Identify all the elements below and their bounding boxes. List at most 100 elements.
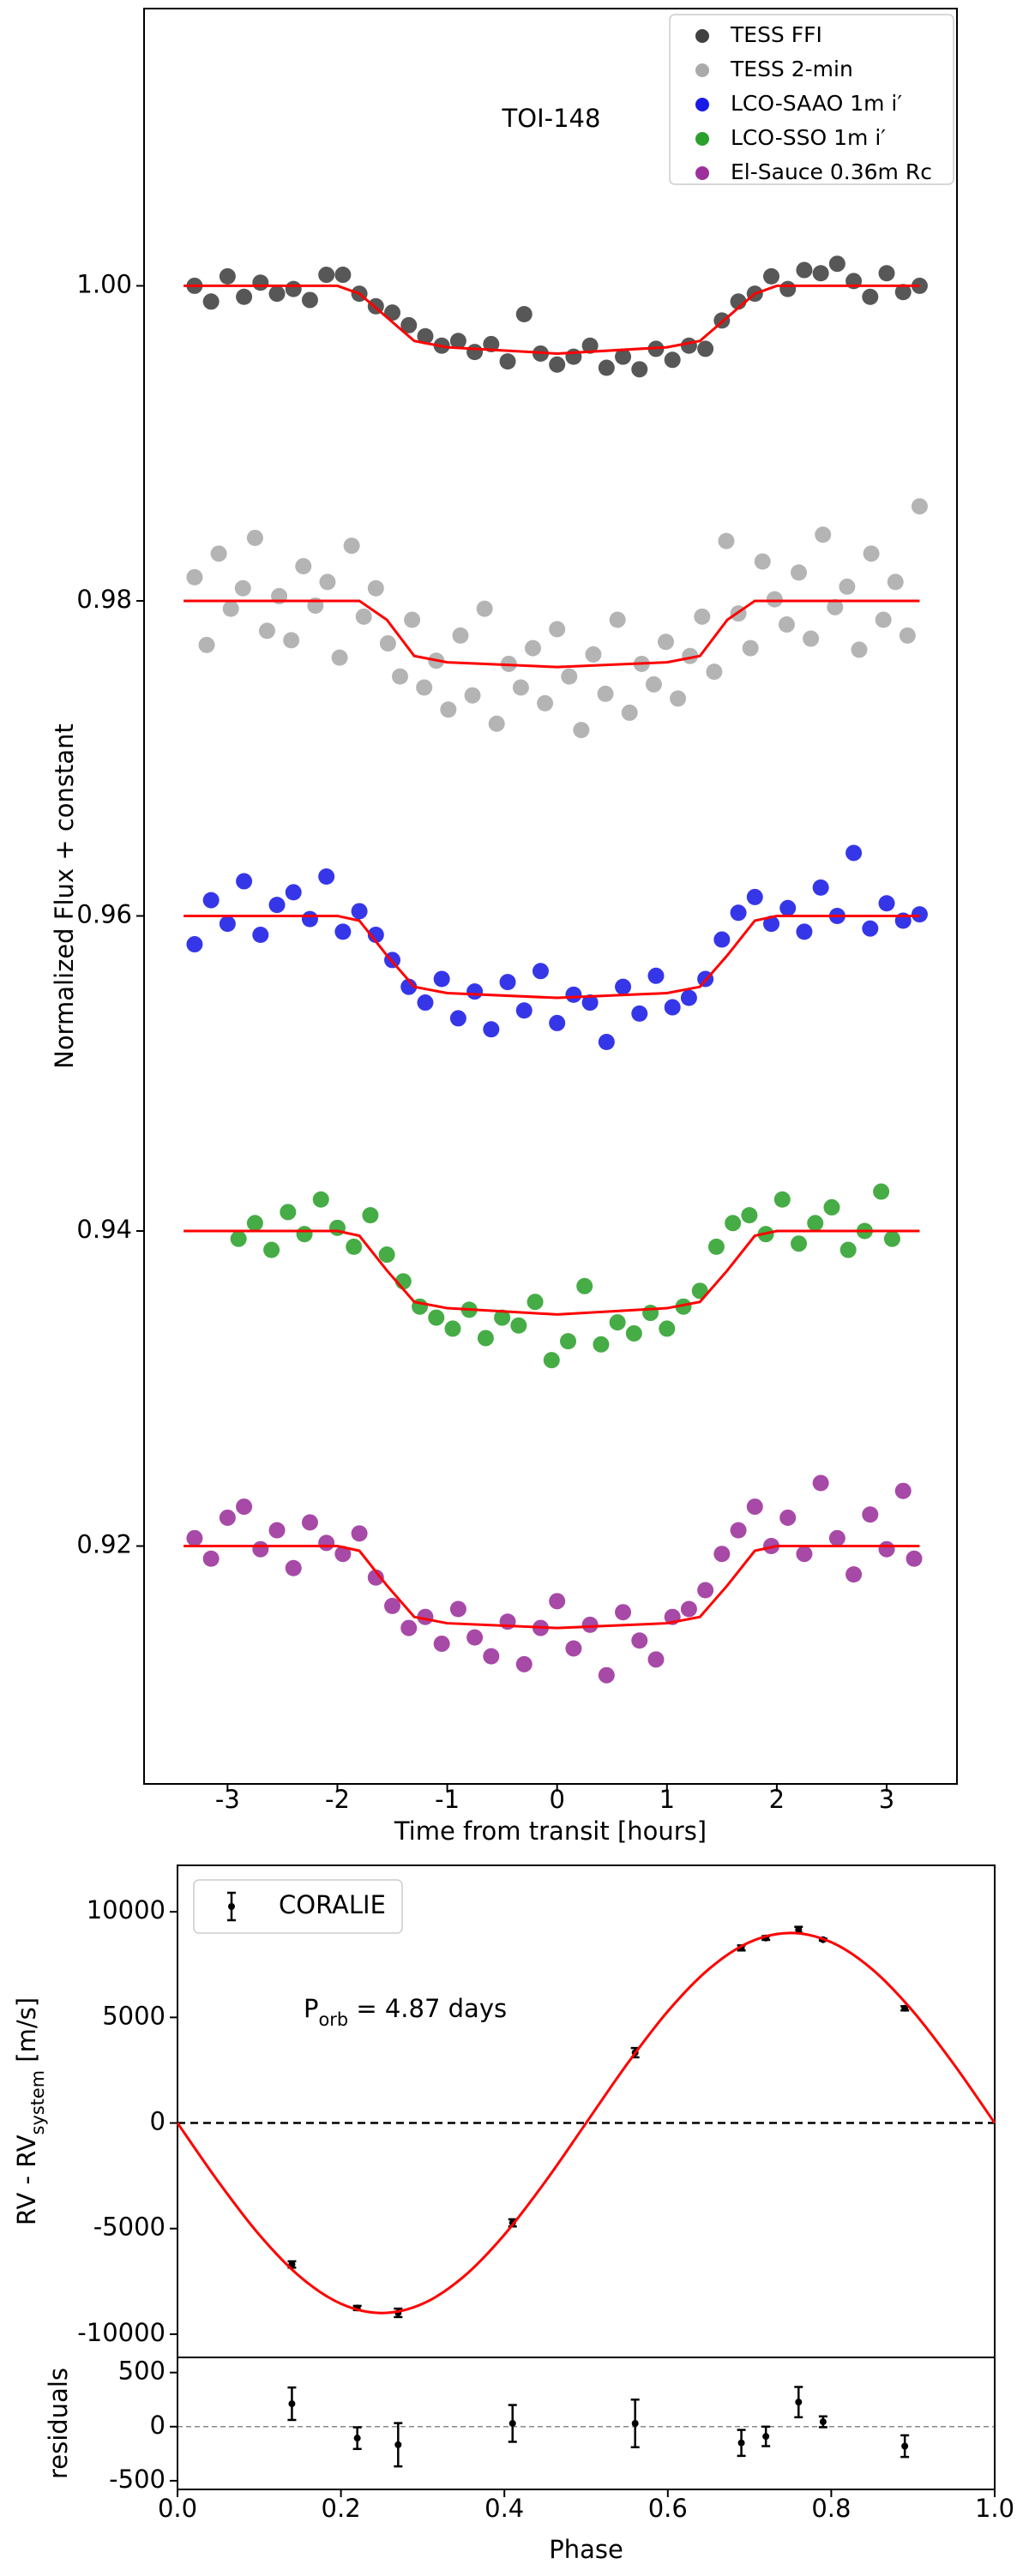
data-point — [730, 904, 747, 922]
legend-label: LCO-SAAO 1m i′ — [731, 91, 902, 116]
data-point — [795, 2399, 803, 2406]
data-point — [746, 888, 763, 905]
legend-marker — [695, 98, 709, 111]
data-point — [819, 2418, 827, 2426]
x-axis-label: Time from transit [hours] — [394, 1816, 707, 1846]
data-point — [285, 280, 302, 297]
data-point — [659, 1320, 676, 1337]
data-point — [581, 1616, 599, 1633]
data-point — [331, 649, 348, 666]
data-point — [334, 1546, 352, 1563]
data-point — [796, 1546, 813, 1563]
data-point — [670, 690, 687, 707]
data-point — [449, 1010, 466, 1027]
x-tick-label: -1 — [435, 1785, 460, 1814]
data-point — [384, 1597, 401, 1614]
data-point — [285, 884, 302, 901]
data-point — [894, 284, 912, 301]
data-point — [417, 994, 434, 1012]
data-point — [631, 1005, 648, 1022]
data-point — [778, 616, 795, 633]
annotation: TOI-148 — [502, 104, 601, 133]
data-point — [483, 1648, 500, 1665]
data-point — [400, 1619, 418, 1636]
data-point — [379, 635, 396, 652]
data-point — [319, 573, 336, 591]
data-point — [527, 1294, 544, 1311]
data-point — [803, 630, 820, 647]
data-point — [499, 974, 516, 991]
data-point — [510, 1317, 527, 1334]
data-point — [779, 899, 797, 916]
data-point — [664, 351, 681, 369]
legend-label: El-Sauce 0.36m Rc — [731, 159, 932, 184]
data-point — [828, 255, 845, 273]
x-tick-label: 0.4 — [484, 2494, 524, 2523]
model-line — [184, 599, 920, 669]
data-point — [318, 267, 335, 284]
data-point — [598, 1033, 615, 1050]
data-point — [301, 910, 318, 928]
data-point — [796, 261, 813, 279]
data-point — [494, 1309, 511, 1326]
data-point — [647, 967, 665, 984]
data-point — [400, 316, 418, 333]
plot-frame — [143, 8, 958, 1785]
y-tick-label: 0.98 — [76, 585, 132, 614]
y-tick-label: 0 — [150, 2411, 165, 2440]
error-point — [630, 2398, 640, 2449]
data-point — [246, 529, 263, 546]
data-point — [384, 304, 401, 321]
data-point — [219, 267, 236, 285]
data-point — [713, 931, 731, 948]
data-point — [773, 1191, 791, 1208]
data-point — [549, 1593, 566, 1610]
data-point — [186, 1529, 203, 1546]
y-tick-label: 0.96 — [76, 899, 132, 928]
data-point — [198, 636, 215, 653]
data-point — [597, 685, 614, 702]
data-point — [873, 1183, 890, 1200]
data-point — [334, 923, 352, 940]
data-point — [573, 722, 590, 739]
data-point — [466, 1629, 484, 1646]
data-point — [899, 627, 916, 644]
data-point — [894, 1482, 912, 1499]
data-point — [812, 265, 829, 282]
legend-box — [193, 1879, 403, 1934]
data-point — [525, 639, 542, 657]
data-point — [851, 641, 868, 658]
x-tick-label: 0.6 — [648, 2494, 688, 2523]
data-point — [839, 1241, 857, 1258]
data-point — [875, 611, 892, 628]
data-point — [417, 327, 434, 345]
data-point — [512, 679, 529, 696]
data-point — [537, 694, 554, 712]
data-point — [901, 2004, 909, 2012]
data-point — [246, 1215, 263, 1232]
error-point — [394, 2422, 403, 2468]
data-point — [737, 2439, 745, 2447]
data-point — [828, 1529, 845, 1546]
data-point — [812, 879, 829, 896]
y-axis-label-part: RV - RV — [12, 2135, 41, 2225]
data-point — [515, 1655, 533, 1672]
data-point — [707, 1238, 725, 1255]
data-point — [766, 591, 783, 608]
data-point — [263, 1241, 280, 1258]
y-tick-label: 0.92 — [76, 1530, 132, 1559]
data-point — [862, 288, 879, 305]
data-point — [202, 892, 220, 909]
data-point — [911, 498, 928, 515]
legend-label: LCO-SSO 1m i′ — [731, 125, 886, 150]
data-point — [625, 1324, 642, 1342]
annotation-part: orb — [319, 2009, 349, 2030]
data-point — [878, 1540, 895, 1558]
data-point — [713, 1546, 731, 1563]
data-point — [598, 359, 615, 376]
data-point — [258, 622, 275, 639]
model-line — [184, 1229, 920, 1316]
data-point — [863, 545, 880, 562]
